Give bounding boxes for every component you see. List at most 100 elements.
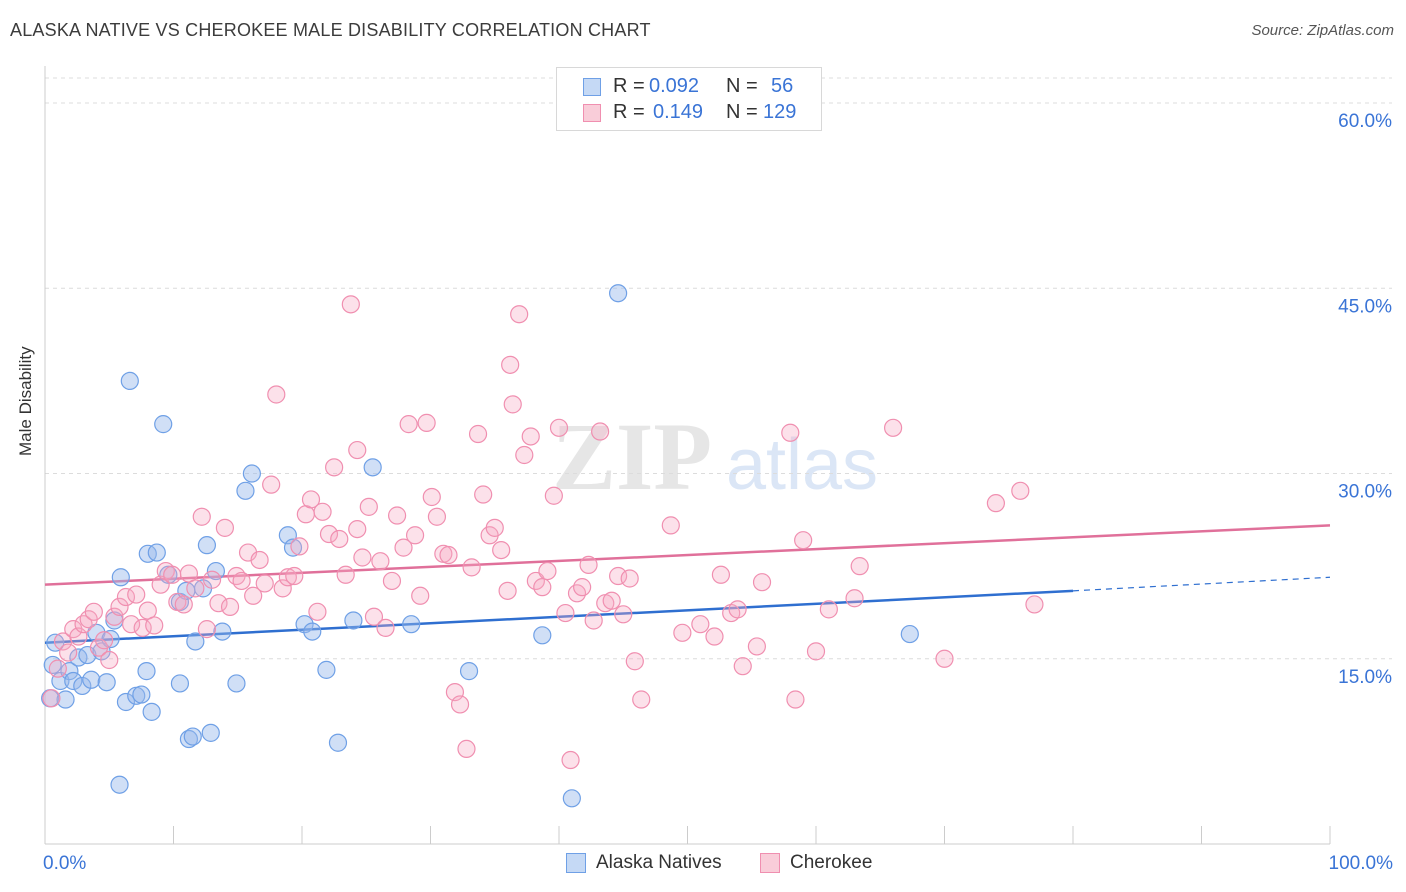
- cherokee-point: [498, 581, 517, 600]
- watermark: ZIP atlas: [552, 403, 878, 510]
- alaska-point: [170, 674, 190, 693]
- cherokee-point: [227, 566, 246, 586]
- cherokee-point: [752, 573, 772, 592]
- cherokee-point: [935, 649, 954, 668]
- cherokee-point: [336, 565, 355, 584]
- cherokee-point: [348, 440, 367, 460]
- cherokee-point: [614, 605, 633, 624]
- cherokee-point: [348, 519, 367, 539]
- cherokee-point: [468, 424, 488, 444]
- alaska-point: [64, 671, 83, 691]
- cherokee-point: [691, 615, 710, 634]
- cherokee-point: [387, 506, 407, 525]
- cherokee-point: [42, 689, 61, 708]
- alaska-point: [206, 561, 226, 581]
- cherokee-trend-line: [44, 524, 1331, 586]
- cherokee-point: [705, 627, 724, 646]
- cherokee-point: [209, 594, 228, 613]
- legend-n-label: N =: [726, 101, 758, 123]
- cherokee-point: [584, 611, 603, 630]
- alaska-point: [562, 789, 581, 808]
- alaska-point: [154, 415, 173, 434]
- cherokee-point: [711, 565, 731, 584]
- cherokee-point: [244, 586, 263, 605]
- alaska-trend-extension: [1072, 576, 1331, 592]
- x-tick-label-max: 100.0%: [1329, 853, 1394, 874]
- alaska-point: [132, 685, 151, 704]
- cherokee-point: [845, 589, 864, 608]
- alaska-point: [402, 615, 421, 634]
- cherokee-point: [285, 566, 304, 586]
- cherokee-point: [819, 600, 838, 619]
- cherokee-point: [521, 427, 540, 446]
- legend: R = 0.092 N = 56 R = 0.149 N = 129: [556, 67, 822, 131]
- y-tick-label: 45.0%: [1338, 296, 1392, 317]
- cherokee-point: [538, 561, 557, 581]
- cherokee-point: [661, 516, 680, 535]
- alaska-point: [201, 723, 220, 742]
- alaska-point: [82, 670, 101, 689]
- alaska-point: [73, 676, 92, 696]
- cherokee-point: [450, 695, 470, 714]
- cherokee-point: [250, 550, 269, 570]
- cherokee-point: [192, 507, 211, 526]
- cherokee-point: [733, 657, 752, 676]
- cherokee-point: [330, 529, 349, 549]
- cherokee-point: [417, 413, 436, 432]
- alaska-point: [344, 611, 363, 630]
- cherokee-point: [186, 579, 205, 598]
- cherokee-point: [105, 607, 124, 626]
- cherokee-point: [485, 518, 504, 537]
- cherokee-point: [278, 568, 297, 587]
- cherokee-point: [48, 659, 67, 678]
- cherokee-point: [492, 540, 511, 560]
- source-note: Source: ZipAtlas.com: [1251, 22, 1394, 39]
- cherokee-point: [232, 571, 251, 591]
- watermark-atlas: atlas: [726, 425, 878, 505]
- alaska-trend-line: [44, 589, 1074, 644]
- cherokee-point: [806, 642, 826, 661]
- cherokee-point: [133, 618, 152, 637]
- alaska-point: [303, 622, 322, 641]
- cherokee-point: [673, 623, 692, 642]
- cherokee-point: [127, 585, 146, 604]
- cherokee-point: [59, 643, 78, 662]
- cherokee-point: [341, 295, 360, 314]
- legend-swatch-alaska: [583, 78, 601, 96]
- cherokee-point: [301, 490, 321, 509]
- cherokee-point: [382, 571, 402, 591]
- alaska-point: [328, 733, 348, 752]
- alaska-point: [120, 371, 139, 391]
- cherokee-point: [883, 418, 903, 437]
- cherokee-point: [728, 600, 747, 619]
- cherokee-point: [371, 552, 390, 571]
- cherokee-point: [533, 578, 552, 597]
- cherokee-point: [405, 526, 425, 545]
- cherokee-point: [197, 620, 217, 639]
- cherokee-point: [353, 548, 372, 567]
- cherokee-point: [556, 603, 575, 623]
- legend-n-value-alaska: 56: [771, 75, 794, 97]
- y-tick-label: 60.0%: [1338, 111, 1392, 132]
- cherokee-point: [850, 557, 869, 576]
- cherokee-point: [359, 497, 378, 516]
- cherokee-point: [515, 445, 534, 465]
- cherokee-point: [573, 578, 592, 597]
- cherokee-point: [439, 545, 458, 565]
- alaska-point: [900, 624, 919, 644]
- alaska-point: [197, 536, 217, 555]
- cherokee-point: [267, 385, 286, 404]
- alaska-point: [137, 662, 156, 681]
- alaska-point: [186, 632, 205, 651]
- cherokee-point: [364, 607, 384, 626]
- legend-r-value-alaska: 0.092: [649, 75, 700, 97]
- cherokee-point: [632, 690, 651, 709]
- legend-r-label: R =: [613, 101, 645, 123]
- alaska-point: [317, 660, 336, 679]
- legend-r-value-cherokee: 0.149: [653, 101, 704, 123]
- cherokee-point: [399, 415, 418, 434]
- cherokee-point: [501, 355, 520, 374]
- alaska-point: [295, 615, 314, 634]
- cherokee-point: [786, 690, 805, 709]
- cherokee-point: [579, 555, 598, 575]
